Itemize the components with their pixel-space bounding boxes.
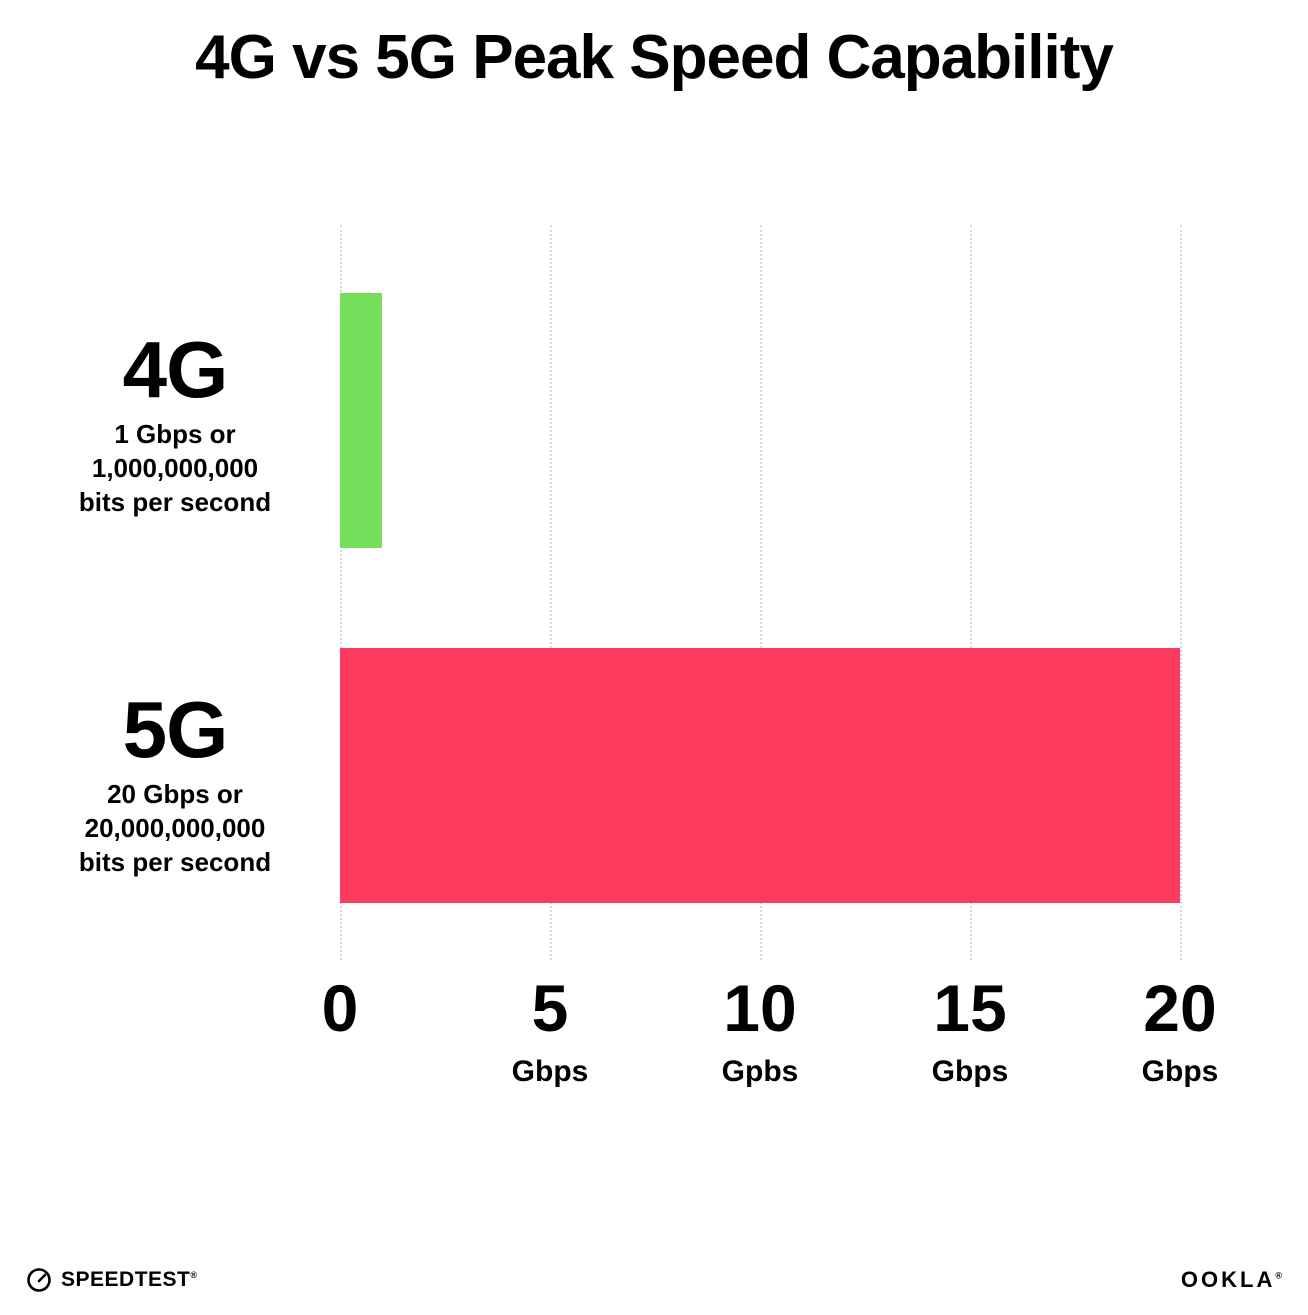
x-tick: 20 Gbps <box>1142 975 1219 1089</box>
gridline <box>550 225 552 960</box>
x-tick-unit <box>322 1055 359 1085</box>
category-sublabel-4g: 1 Gbps or 1,000,000,000 bits per second <box>78 419 272 517</box>
x-tick: 10 Gpbs <box>722 975 799 1089</box>
speedtest-trademark: ® <box>190 1270 198 1280</box>
x-tick: 15 Gbps <box>932 975 1009 1089</box>
category-label-5g: 5G 20 Gbps or 20,000,000,000 bits per se… <box>25 690 325 879</box>
gridline <box>970 225 972 960</box>
ookla-trademark: ® <box>1275 1270 1282 1281</box>
gridline <box>1180 225 1182 960</box>
speedtest-wordmark: SPEEDTEST® <box>61 1268 198 1291</box>
x-tick-number: 0 <box>321 971 359 1045</box>
x-tick-number: 10 <box>723 971 797 1045</box>
x-tick-number: 20 <box>1143 971 1217 1045</box>
category-label-4g: 4G 1 Gbps or 1,000,000,000 bits per seco… <box>25 330 325 519</box>
speedtest-gauge-icon <box>27 1268 51 1292</box>
x-tick-number: 5 <box>531 971 569 1045</box>
footer: SPEEDTEST® OOKLA® <box>0 1267 1308 1293</box>
chart-title: 4G vs 5G Peak Speed Capability <box>195 23 1114 92</box>
category-sublabel-5g: 20 Gbps or 20,000,000,000 bits per secon… <box>78 779 272 877</box>
speedtest-logo: SPEEDTEST® <box>26 1267 197 1293</box>
x-tick-number: 15 <box>933 971 1007 1045</box>
gridline <box>340 225 342 960</box>
x-tick: 5 Gbps <box>512 975 589 1089</box>
x-tick-unit: Gbps <box>511 1055 589 1088</box>
x-axis: 0 5 Gbps 10 Gpbs 15 Gbps 20 Gbps <box>322 975 1219 1115</box>
ookla-logo: OOKLA® <box>1180 1267 1282 1292</box>
x-tick: 0 <box>322 975 359 1085</box>
x-tick-unit: Gbps <box>1141 1055 1219 1088</box>
bar-4g <box>340 293 382 548</box>
category-name-5g: 5G <box>122 685 229 774</box>
gridline <box>760 225 762 960</box>
plot-area <box>340 225 1182 960</box>
x-tick-unit: Gpbs <box>721 1055 799 1088</box>
bar-5g <box>340 648 1180 903</box>
category-name-4g: 4G <box>122 325 229 414</box>
x-tick-unit: Gbps <box>931 1055 1009 1088</box>
